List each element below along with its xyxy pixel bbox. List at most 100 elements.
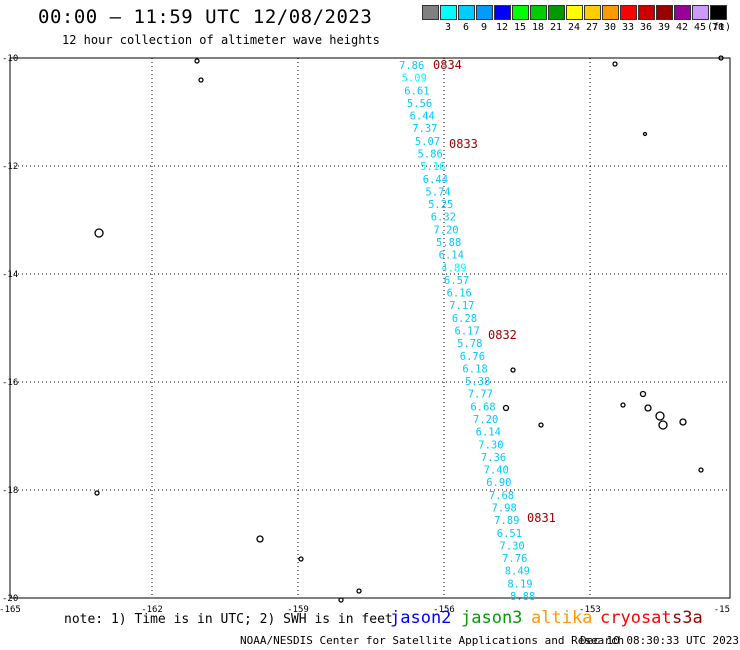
wave-height-value: 7.98 <box>492 503 517 515</box>
x-tick-label: -156 <box>433 605 455 615</box>
island-outline <box>256 535 264 543</box>
footer-note: note: 1) Time is in UTC; 2) SWH is in fe… <box>64 612 393 627</box>
legend-swatch <box>566 5 583 20</box>
wave-height-value: 7.17 <box>449 300 474 312</box>
wave-height-value: 7.89 <box>494 515 519 527</box>
axis-tick-labels: -165 -162 -159 -156 -153 -15 -10 -12 -14 -16 -18 -2… <box>0 54 730 615</box>
island-outline <box>679 418 687 426</box>
x-tick-label: -153 <box>579 605 601 615</box>
wave-height-value: 6.76 <box>460 351 485 363</box>
island-outline <box>502 404 510 412</box>
y-tick-label: -16 <box>2 378 18 388</box>
x-tick-label: -15 <box>714 605 730 615</box>
wave-height-value: 6.44 <box>410 111 435 123</box>
y-tick-label: -20 <box>2 594 18 604</box>
legend-swatch <box>512 5 529 20</box>
wave-height-value: 7.68 <box>489 490 514 502</box>
legend-label: 6 <box>462 22 470 33</box>
legend-label: 24 <box>567 22 581 33</box>
wave-height-value: 5.86 <box>418 149 443 161</box>
wave-height-value: 7.76 <box>502 553 527 565</box>
legend-label: 15 <box>513 22 527 33</box>
x-tick-label: -159 <box>287 605 309 615</box>
wave-height-value: 5.88 <box>436 237 461 249</box>
legend-swatch <box>530 5 547 20</box>
island-outlines <box>94 55 724 603</box>
map-subtitle: 12 hour collection of altimeter wave hei… <box>62 33 380 47</box>
legend-swatch <box>494 5 511 20</box>
legend-swatch <box>620 5 637 20</box>
legend-swatch <box>476 5 493 20</box>
legend-label: 45 <box>693 22 707 33</box>
y-tick-label: -12 <box>2 162 18 172</box>
satellite-jason2: jason2 <box>390 608 452 628</box>
legend-swatch <box>692 5 709 20</box>
wave-height-value: 7.30 <box>499 540 524 552</box>
island-outline <box>698 467 704 473</box>
legend-label: 70 <box>711 22 725 33</box>
wave-height-value: 6.61 <box>404 85 429 97</box>
x-tick-label: -162 <box>141 605 163 615</box>
wave-height-value: 8.88 <box>510 591 535 603</box>
wave-height-value: 7.20 <box>473 414 498 426</box>
legend-swatch <box>422 5 439 20</box>
legend-label: 39 <box>657 22 671 33</box>
wave-height-value: 6.14 <box>439 250 464 262</box>
legend-swatch <box>458 5 475 20</box>
wave-height-value: 8.19 <box>507 578 532 590</box>
wave-height-value: 6.57 <box>444 275 469 287</box>
legend-label: 33 <box>621 22 635 33</box>
time-label: 0833 <box>449 137 478 151</box>
wave-height-track: 7.865.096.615.566.447.375.075.865.166.44… <box>399 60 535 603</box>
time-label: 0831 <box>527 511 556 525</box>
wave-height-value: 7.37 <box>412 123 437 135</box>
wave-height-value: 5.07 <box>415 136 440 148</box>
wave-height-value: 4.89 <box>441 262 466 274</box>
island-outline <box>639 390 647 398</box>
wave-height-value: 5.25 <box>428 199 453 211</box>
satellite-jason3: jason3 <box>461 608 523 628</box>
legend-label: 30 <box>603 22 617 33</box>
legend-swatch <box>656 5 673 20</box>
island-outline <box>538 422 544 428</box>
legend-swatch <box>440 5 457 20</box>
wave-height-value: 6.51 <box>497 528 522 540</box>
wave-height-value: 5.09 <box>402 73 427 85</box>
legend-label: 21 <box>549 22 563 33</box>
wave-height-value: 6.90 <box>486 477 511 489</box>
legend-swatch <box>710 5 727 20</box>
satellite-cryosat: cryosat <box>600 608 672 628</box>
time-label: 0834 <box>433 58 462 72</box>
lat-lon-grid <box>9 57 731 599</box>
wave-height-value: 7.20 <box>433 224 458 236</box>
wave-height-value: 7.77 <box>468 389 493 401</box>
wave-height-value: 6.44 <box>423 174 448 186</box>
legend-label: 9 <box>480 22 488 33</box>
legend-label: 18 <box>531 22 545 33</box>
satellite-s3a: s3a <box>672 608 703 628</box>
y-tick-label: -18 <box>2 486 18 496</box>
legend-label: 42 <box>675 22 689 33</box>
legend-label: 27 <box>585 22 599 33</box>
wave-height-value: 6.16 <box>447 288 472 300</box>
legend-swatch <box>674 5 691 20</box>
track-time-labels: 0834 0833 0832 0831 <box>433 58 556 525</box>
wave-height-value: 5.74 <box>425 186 450 198</box>
island-outline <box>94 228 104 238</box>
island-outline <box>194 58 200 64</box>
island-outline <box>338 597 344 603</box>
time-label: 0832 <box>488 328 517 342</box>
x-tick-label: -165 <box>0 605 21 615</box>
wave-height-value: 7.86 <box>399 60 424 72</box>
island-outline <box>620 402 626 408</box>
island-outline <box>658 420 668 430</box>
map-title: 00:00 — 11:59 UTC 12/08/2023 <box>38 6 373 28</box>
island-outline <box>655 411 665 421</box>
island-outline <box>94 490 100 496</box>
island-outline <box>718 55 724 61</box>
satellite-altika: altika <box>531 608 593 628</box>
island-outline <box>198 77 204 83</box>
wave-height-value: 5.16 <box>420 161 445 173</box>
credit-text: NOAA/NESDIS Center for Satellite Applica… <box>240 634 625 647</box>
island-outline <box>612 61 618 67</box>
